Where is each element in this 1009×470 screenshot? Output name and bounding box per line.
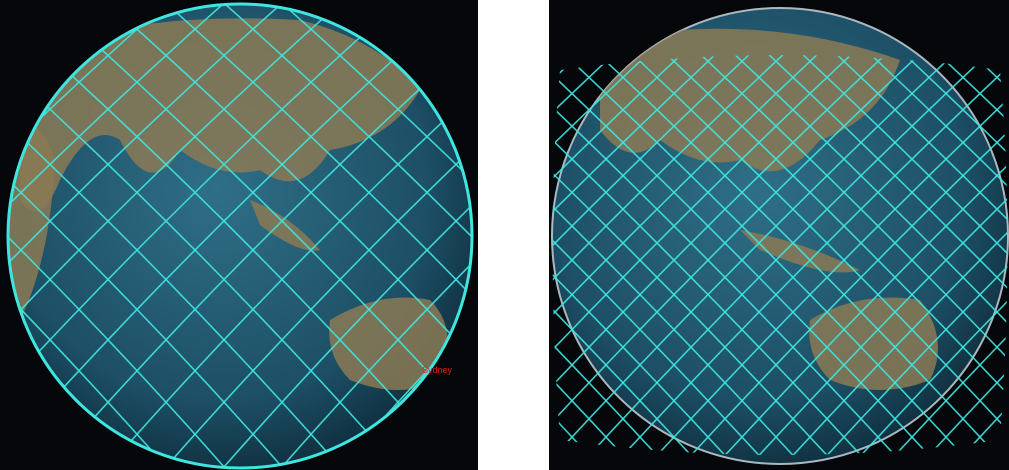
orbit-line xyxy=(552,55,847,455)
orbit-line xyxy=(552,55,915,455)
orbit-line xyxy=(841,55,1008,455)
orbit-line xyxy=(8,4,291,468)
orbit-line xyxy=(552,55,711,455)
orbit-line xyxy=(909,55,1008,455)
orbit-line xyxy=(637,55,1008,455)
orbit-line xyxy=(552,55,915,455)
orbit-line xyxy=(8,4,349,468)
islands-r xyxy=(740,230,860,273)
orbit-line xyxy=(739,55,1008,455)
orbit-line xyxy=(552,55,677,455)
orbit-line xyxy=(8,4,349,468)
orbit-line xyxy=(773,55,1008,455)
asia-r xyxy=(600,28,900,172)
orbit-line xyxy=(552,55,813,455)
orbit-line xyxy=(552,55,949,455)
orbit-line xyxy=(552,55,949,455)
orbit-line xyxy=(875,55,1008,455)
orbit-line xyxy=(552,55,745,455)
orbit-line xyxy=(552,55,779,455)
orbit-line xyxy=(637,55,1008,455)
orbit-line xyxy=(8,4,233,468)
orbit-line xyxy=(8,4,175,468)
orbit-line xyxy=(99,4,472,468)
orbit-line xyxy=(569,55,1008,455)
orbit-line xyxy=(157,4,472,468)
islands xyxy=(250,200,320,251)
orbit-line xyxy=(603,55,1008,455)
orbit-line xyxy=(807,55,1008,455)
orbit-line xyxy=(99,4,472,468)
orbit-line xyxy=(157,4,472,468)
orbit-line xyxy=(552,55,711,455)
orbit-line xyxy=(705,55,1008,455)
orbit-line xyxy=(671,55,1008,455)
orbit-line xyxy=(552,55,881,455)
orbit-line xyxy=(841,55,1008,455)
orbit-line xyxy=(552,55,847,455)
orbit-line xyxy=(552,55,881,455)
orbit-line xyxy=(8,4,291,468)
orbit-line xyxy=(8,4,407,468)
orbit-line xyxy=(552,55,1008,455)
orbit-line xyxy=(671,55,1008,455)
orbit-line xyxy=(331,4,472,468)
orbit-line xyxy=(705,55,1008,455)
orbit-line xyxy=(875,55,1008,455)
orbit-line xyxy=(8,4,233,468)
orbit-line xyxy=(273,4,472,468)
orbit-line xyxy=(8,4,175,468)
orbit-line xyxy=(739,55,1008,455)
orbit-line xyxy=(552,55,813,455)
orbit-line xyxy=(552,55,1008,455)
orbit-line xyxy=(603,55,1008,455)
city-label: Sydney xyxy=(422,365,453,375)
orbit-line xyxy=(807,55,1008,455)
orbit-line xyxy=(552,55,643,455)
orbit-line xyxy=(8,4,407,468)
orbit-line xyxy=(552,55,983,455)
orbit-line xyxy=(273,4,472,468)
orbit-line xyxy=(552,55,779,455)
orbit-line xyxy=(773,55,1008,455)
orbit-line xyxy=(215,4,472,468)
left-rim xyxy=(6,2,474,470)
orbit-line xyxy=(552,55,745,455)
